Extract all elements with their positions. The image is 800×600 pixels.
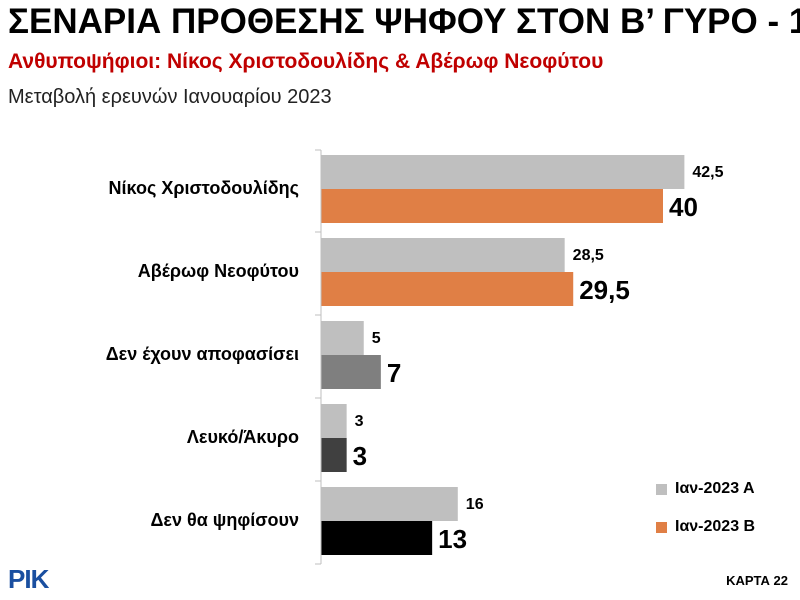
bar-series-a bbox=[321, 321, 364, 355]
rik-logo: ΡΙΚ bbox=[8, 564, 49, 594]
category-label: Δεν έχουν αποφασίσει bbox=[106, 344, 299, 364]
data-label-series-a: 3 bbox=[355, 413, 364, 430]
legend-label-series-b: Ιαν-2023 Β bbox=[675, 518, 756, 535]
data-label-series-a: 28,5 bbox=[573, 247, 604, 264]
legend-label-series-a: Ιαν-2023 Α bbox=[675, 480, 755, 497]
bar-series-b bbox=[321, 355, 381, 389]
category-label: Νίκος Χριστοδουλίδης bbox=[109, 178, 299, 198]
bar-series-b bbox=[321, 521, 433, 555]
bar-series-a bbox=[321, 155, 685, 189]
legend-swatch-series-b bbox=[656, 521, 667, 533]
bar-series-b bbox=[321, 272, 574, 306]
legend-item-series-a: Ιαν-2023 Α bbox=[656, 480, 755, 498]
legend-item-series-b: Ιαν-2023 Β bbox=[656, 518, 755, 536]
data-label-series-b: 7 bbox=[387, 358, 401, 388]
chart-title: ΣΕΝΑΡΙΑ ΠΡΟΘΕΣΗΣ ΨΗΦΟΥ ΣΤΟΝ Β’ ΓΥΡΟ - 1 bbox=[8, 2, 800, 41]
category-label: Αβέρωφ Νεοφύτου bbox=[138, 261, 299, 281]
legend-swatch-series-a bbox=[656, 483, 667, 495]
data-label-series-a: 5 bbox=[372, 330, 381, 347]
data-label-series-b: 29,5 bbox=[579, 275, 630, 305]
chart-legend: Ιαν-2023 Α Ιαν-2023 Β bbox=[656, 480, 755, 556]
bar-series-b bbox=[321, 438, 347, 472]
data-label-series-a: 16 bbox=[466, 496, 484, 513]
page-code: ΚΑΡΤΑ 22 bbox=[726, 573, 788, 588]
data-label-series-b: 13 bbox=[438, 524, 467, 554]
bar-series-b bbox=[321, 189, 663, 223]
category-label: Δεν θα ψηφίσουν bbox=[150, 510, 299, 530]
bar-series-a bbox=[321, 487, 458, 521]
category-label: Λευκό/Άκυρο bbox=[187, 427, 299, 447]
bar-series-a bbox=[321, 404, 347, 438]
data-label-series-b: 40 bbox=[669, 192, 698, 222]
chart-subtitle: Ανθυποψήφιοι: Νίκος Χριστοδουλίδης & Αβέ… bbox=[8, 50, 604, 73]
data-label-series-b: 3 bbox=[353, 441, 367, 471]
data-label-series-a: 42,5 bbox=[692, 164, 723, 181]
chart-subtitle-secondary: Μεταβολή ερευνών Ιανουαρίου 2023 bbox=[8, 86, 332, 108]
bar-series-a bbox=[321, 238, 565, 272]
